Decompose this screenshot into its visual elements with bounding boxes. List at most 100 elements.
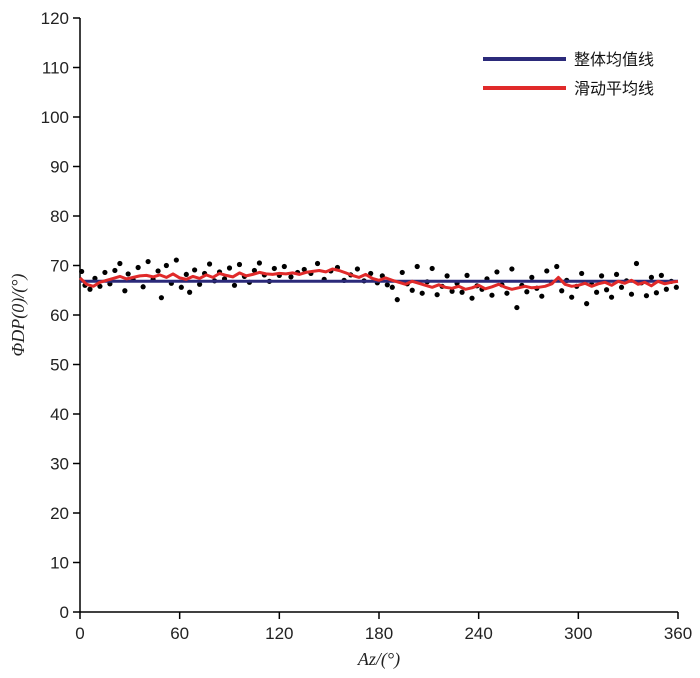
scatter-point <box>102 269 108 276</box>
moving-average-line <box>78 267 679 291</box>
y-tick-label: 110 <box>42 59 69 78</box>
scatter-point <box>514 304 520 311</box>
scatter-point <box>613 271 620 278</box>
scatter-point <box>79 268 85 275</box>
scatter-point <box>449 288 455 294</box>
y-tick-label: 50 <box>50 356 69 375</box>
scatter-point <box>288 274 294 280</box>
scatter-point <box>494 269 500 275</box>
scatter-point <box>394 297 400 303</box>
y-tick-label: 90 <box>50 158 69 177</box>
scatter-point <box>256 260 262 266</box>
scatter-point <box>231 282 238 288</box>
scatter-point <box>509 266 515 272</box>
scatter-point <box>92 275 98 281</box>
scatter-point <box>206 261 213 267</box>
scatter-point <box>281 263 287 270</box>
x-tick-label: 360 <box>664 624 692 643</box>
scatter-point <box>178 284 184 290</box>
scatter-point <box>653 290 660 296</box>
scatter-point <box>429 265 435 272</box>
scatter-point <box>251 267 258 274</box>
y-axis-title: ΦDP(0)/(°) <box>8 274 29 357</box>
scatter-point <box>409 287 415 293</box>
y-tick-label: 10 <box>50 554 69 573</box>
scatter-point <box>140 284 146 290</box>
y-tick-label: 80 <box>50 207 69 226</box>
scatter-point <box>633 260 640 267</box>
x-tick-label: 0 <box>75 624 84 643</box>
legend-label-moving-average: 滑动平均线 <box>574 79 654 98</box>
scatter-point <box>314 260 321 267</box>
scatter-point <box>301 266 307 273</box>
x-axis-title: Az/(°) <box>357 649 400 670</box>
y-tick-label: 60 <box>50 306 69 325</box>
x-ticks: 0 60 120 180 240 300 360 <box>75 612 692 643</box>
scatter-point <box>559 288 565 294</box>
scatter-point <box>434 292 440 298</box>
scatter-point <box>643 293 650 299</box>
scatter-point <box>663 286 669 292</box>
scatter-point <box>584 301 590 307</box>
scatter-point <box>226 265 233 271</box>
scatter-point <box>598 273 605 279</box>
x-tick-label: 300 <box>564 624 592 643</box>
scatter-point <box>368 270 374 277</box>
y-ticks: 0 10 20 30 40 50 60 70 80 90 100 110 120 <box>41 9 80 622</box>
scatter-point <box>87 286 93 292</box>
scatter-point <box>125 271 131 277</box>
legend: 整体均值线 滑动平均线 <box>483 50 654 98</box>
scatter-point <box>504 290 510 296</box>
scatter-point <box>192 267 198 273</box>
x-tick-label: 180 <box>365 624 393 643</box>
scatter-point <box>384 282 390 288</box>
scatter-point <box>618 284 625 290</box>
scatter-point <box>97 283 103 289</box>
scatter-point <box>145 258 151 265</box>
scatter-point <box>673 284 679 290</box>
scatter-point <box>628 291 635 297</box>
scatter-point <box>464 272 470 278</box>
scatter-point <box>658 272 664 278</box>
y-tick-label: 100 <box>41 108 69 127</box>
scatter-point <box>569 294 575 300</box>
scatter-point <box>419 290 425 296</box>
legend-label-mean: 整体均值线 <box>574 50 654 69</box>
y-tick-label: 20 <box>50 504 69 523</box>
axes <box>79 18 678 613</box>
scatter-point <box>539 293 545 299</box>
scatter-point <box>354 266 361 272</box>
x-tick-label: 60 <box>170 624 189 643</box>
scatter-point <box>158 295 164 301</box>
y-tick-label: 30 <box>50 455 69 474</box>
scatter-point <box>529 274 535 280</box>
y-tick-label: 40 <box>50 405 69 424</box>
scatter-point <box>459 289 465 295</box>
scatter-point <box>122 288 128 294</box>
scatter-point <box>603 287 610 293</box>
scatter-point <box>236 261 243 268</box>
series-lines <box>78 267 679 291</box>
scatter-point <box>489 292 495 298</box>
scatter-point <box>594 289 600 295</box>
scatter-point <box>608 294 615 300</box>
scatter-point <box>414 263 420 270</box>
y-tick-label: 0 <box>60 603 69 622</box>
scatter-point <box>187 289 193 295</box>
scatter-point <box>648 274 655 280</box>
scatter-point <box>117 260 123 267</box>
scatter-point <box>399 269 405 276</box>
y-tick-label: 120 <box>41 9 69 28</box>
scatter-point <box>183 271 189 278</box>
scatter-point <box>444 273 450 279</box>
x-tick-label: 240 <box>464 624 492 643</box>
scatter-point <box>173 257 179 263</box>
scatter-point <box>135 264 141 271</box>
y-tick-label: 70 <box>50 257 69 276</box>
scatter-point <box>579 270 585 277</box>
scatter-point <box>524 289 530 295</box>
scatter-point <box>112 267 118 274</box>
scatter-point <box>469 295 475 301</box>
scatter-point <box>544 268 550 274</box>
